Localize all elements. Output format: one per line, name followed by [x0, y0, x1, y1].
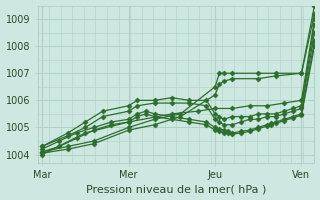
- X-axis label: Pression niveau de la mer( hPa ): Pression niveau de la mer( hPa ): [86, 184, 266, 194]
